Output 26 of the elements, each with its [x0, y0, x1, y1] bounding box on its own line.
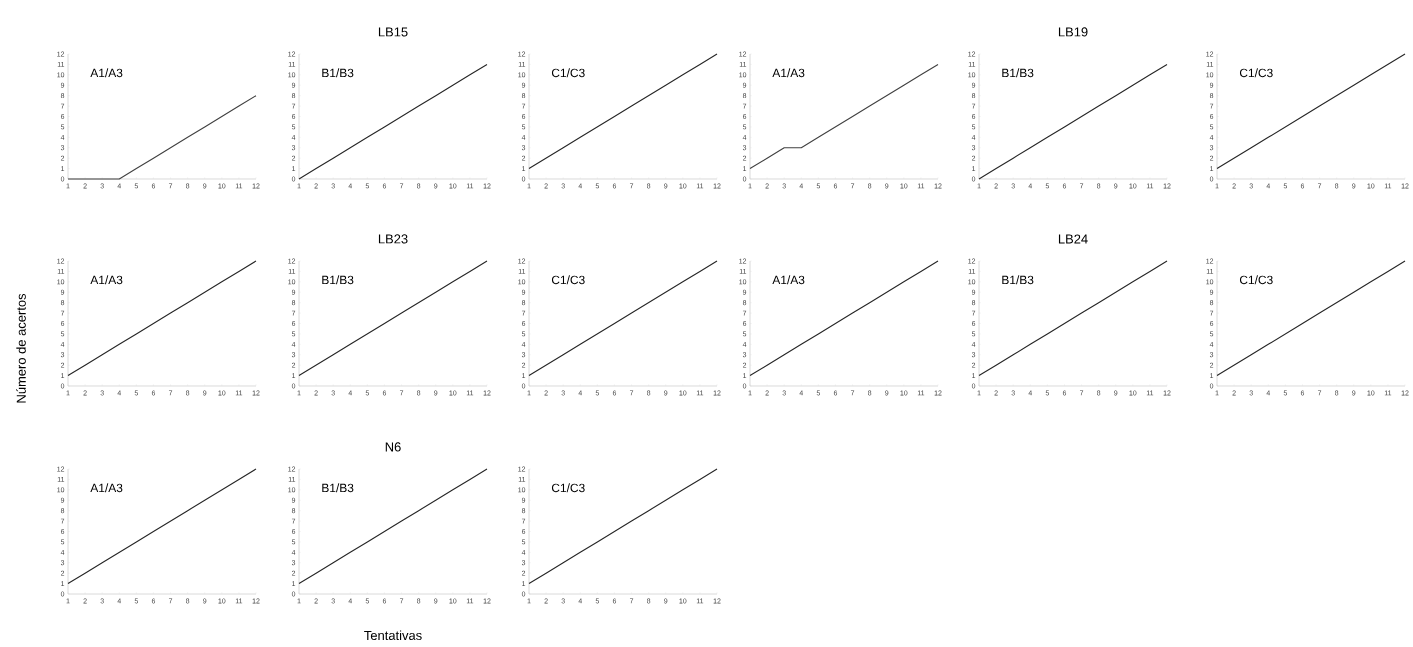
chart-title: LB24 — [1058, 234, 1088, 244]
y-axis-title: Número de acertos — [16, 293, 26, 403]
chart-title: N6 — [385, 442, 401, 452]
annotation: B1/B3 — [322, 483, 354, 493]
annotation: A1/A3 — [90, 483, 123, 493]
x-axis-title: Tentativas — [364, 630, 422, 641]
chart-title: LB23 — [378, 234, 408, 244]
annotation: A1/A3 — [772, 68, 805, 78]
chart-title: LB15 — [378, 27, 408, 37]
line-series — [528, 468, 718, 585]
annotation: B1/B3 — [322, 68, 354, 78]
line-series — [978, 260, 1168, 377]
annotation: C1/C3 — [1239, 68, 1273, 78]
annotation: A1/A3 — [90, 275, 123, 285]
annotation: C1/C3 — [551, 275, 585, 285]
annotation: A1/A3 — [90, 68, 123, 78]
annotation: B1/B3 — [1002, 68, 1034, 78]
chart-title: LB19 — [1058, 27, 1088, 37]
annotation: C1/C3 — [551, 68, 585, 78]
annotation: C1/C3 — [551, 483, 585, 493]
annotation: C1/C3 — [1239, 275, 1273, 285]
line-series — [298, 468, 488, 585]
annotation: B1/B3 — [1002, 275, 1034, 285]
annotation: B1/B3 — [322, 275, 354, 285]
annotation: A1/A3 — [772, 275, 805, 285]
line-series — [67, 260, 257, 377]
